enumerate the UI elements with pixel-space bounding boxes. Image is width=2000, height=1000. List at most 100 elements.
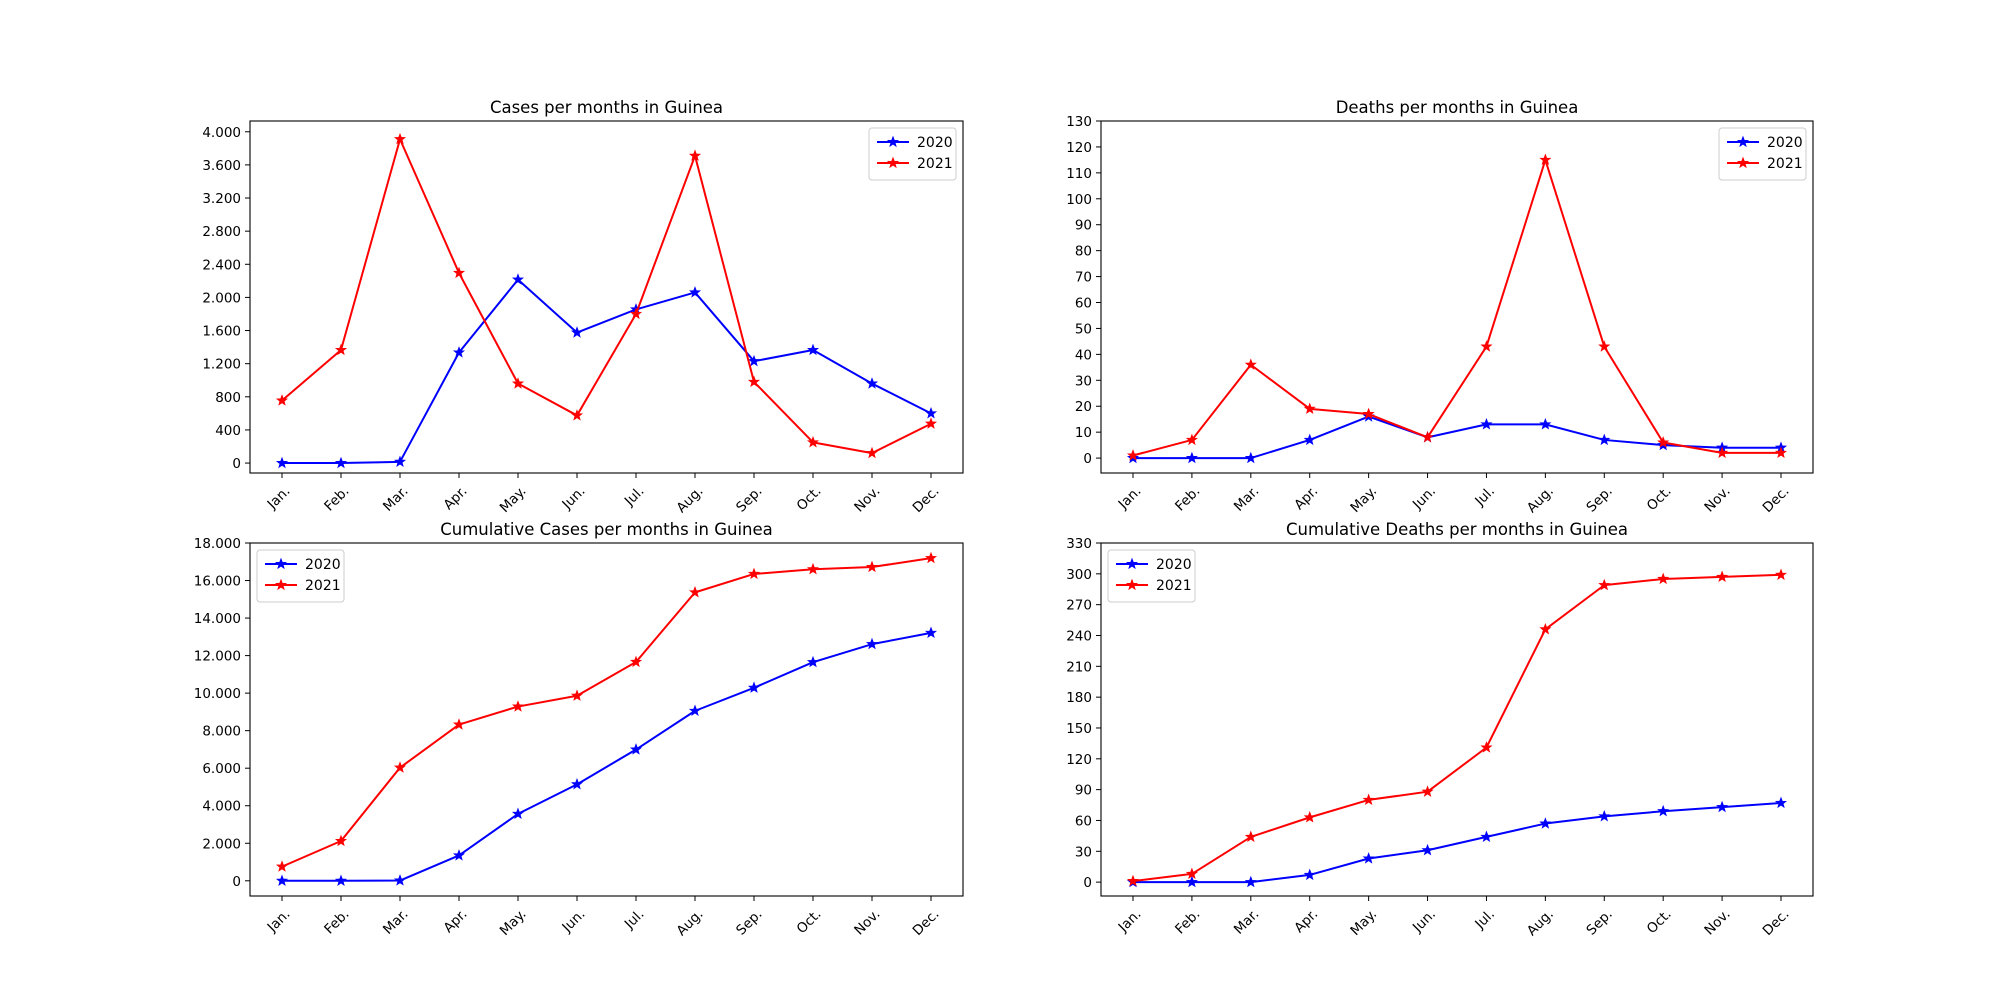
data-point-2020: [511, 807, 525, 820]
y-tick-label: 120: [1066, 140, 1092, 156]
y-tick-label: 16.000: [194, 574, 241, 590]
data-point-2020: [275, 874, 289, 886]
data-point-2020: [1421, 843, 1434, 856]
x-tick-label: Apr.: [1291, 483, 1321, 513]
x-tick-label: Oct.: [1644, 906, 1675, 937]
data-point-2021: [1362, 793, 1375, 806]
data-point-2021: [1421, 785, 1434, 797]
data-point-2020: [393, 874, 407, 886]
chart-3: Cumulative Cases per months in Guinea 0 2.…: [194, 520, 964, 939]
x-tick-label: Oct.: [794, 483, 825, 514]
chart-4: Cumulative Deaths per months in Guinea 0 3…: [1066, 520, 1814, 939]
y-tick-label: 3.200: [202, 191, 241, 207]
data-point-2021: [570, 689, 584, 701]
x-tick-label: Mar.: [1231, 483, 1262, 514]
y-tick-label: 10: [1075, 425, 1092, 441]
data-point-2020: [1480, 830, 1493, 843]
legend-label: 2020: [1767, 135, 1803, 151]
data-point-2020: [688, 286, 702, 298]
data-point-2020: [1539, 418, 1552, 430]
x-tick-label: Jan.: [1115, 483, 1145, 513]
legend-marker: [886, 135, 900, 148]
x-tick-label: Oct.: [794, 906, 825, 937]
data-point-2021: [924, 551, 938, 564]
x-tick-label: Sep.: [1583, 906, 1615, 938]
data-point-2020: [1774, 796, 1788, 809]
data-point-2020: [334, 874, 348, 886]
series-line-2021: [281, 138, 932, 455]
x-tick-label: Jun.: [1409, 906, 1439, 936]
x-tick-label: Feb.: [321, 906, 352, 937]
data-point-2021: [747, 375, 761, 388]
y-tick-label: 330: [1066, 536, 1092, 552]
y-tick-label: 8.000: [202, 724, 241, 740]
legend: 2020 2021: [868, 127, 957, 181]
x-tick-label: May.: [497, 483, 530, 516]
data-point-2021: [629, 655, 643, 668]
data-point-2021: [1598, 578, 1611, 591]
data-point-2021: [393, 132, 407, 145]
series-line-2020: [282, 631, 932, 882]
data-point-2020: [865, 377, 879, 389]
data-point-2021: [1244, 830, 1257, 843]
y-tick-label: 4.000: [202, 125, 241, 141]
data-point-2020: [806, 343, 820, 356]
data-point-2020: [747, 681, 761, 693]
x-tick-label: Jul.: [621, 483, 648, 510]
y-tick-label: 60: [1075, 296, 1092, 312]
y-tick-label: 0: [1083, 451, 1092, 467]
data-point-2021: [511, 377, 525, 389]
y-tick-label: 90: [1075, 218, 1092, 234]
y-tick-label: 3.600: [202, 158, 241, 174]
data-point-2020: [452, 849, 466, 861]
axes-frame: [249, 120, 964, 474]
y-tick-label: 110: [1066, 166, 1092, 182]
y-tick-label: 20: [1075, 399, 1092, 415]
data-point-2021: [334, 834, 348, 847]
y-tick-label: 2.800: [202, 224, 241, 240]
data-point-2021: [629, 307, 643, 320]
chart-title: Cumulative Cases per months in Guinea: [440, 520, 773, 539]
legend-marker: [274, 578, 288, 591]
data-point-2020: [1362, 852, 1375, 864]
x-tick-label: Mar.: [380, 906, 411, 937]
data-point-2021: [688, 586, 702, 598]
x-tick-label: Jul.: [621, 906, 648, 933]
data-point-2021: [1774, 568, 1788, 581]
series-line-2021: [1132, 573, 1782, 883]
legend: 2020 2021: [1718, 127, 1807, 181]
data-point-2020: [1303, 433, 1316, 446]
y-tick-label: 2.000: [202, 290, 241, 306]
y-tick-label: 60: [1075, 813, 1092, 829]
y-tick-label: 120: [1066, 752, 1092, 768]
axes-frame: [249, 542, 964, 897]
y-tick-label: 1.200: [202, 357, 241, 373]
x-tick-label: May.: [497, 906, 530, 939]
y-tick-label: 240: [1066, 628, 1092, 644]
chart-title: Cumulative Deaths per months in Guinea: [1286, 520, 1628, 539]
data-point-2021: [1185, 433, 1198, 446]
data-point-2021: [393, 761, 407, 773]
axes-frame: [1100, 542, 1814, 897]
y-tick-label: 14.000: [194, 611, 241, 627]
x-tick-label: Aug.: [674, 906, 707, 939]
data-point-2020: [924, 626, 938, 639]
x-tick-label: Nov.: [1701, 906, 1733, 938]
data-point-2021: [806, 436, 820, 448]
data-point-2021: [1598, 340, 1611, 352]
x-tick-label: Aug.: [1524, 483, 1557, 516]
data-point-2020: [275, 456, 289, 469]
y-tick-label: 50: [1075, 321, 1092, 337]
data-point-2021: [1421, 430, 1434, 443]
x-tick-label: Feb.: [1172, 483, 1203, 514]
y-tick-label: 70: [1075, 270, 1092, 286]
x-tick-label: Jul.: [1471, 906, 1498, 933]
y-tick-label: 210: [1066, 659, 1092, 675]
data-point-2021: [1244, 358, 1257, 370]
y-tick-label: 1.600: [202, 324, 241, 340]
x-tick-label: Dec.: [910, 483, 943, 516]
x-tick-label: Aug.: [674, 483, 707, 516]
data-point-2021: [806, 562, 820, 575]
data-point-2021: [924, 417, 938, 429]
x-tick-label: Apr.: [441, 483, 471, 513]
